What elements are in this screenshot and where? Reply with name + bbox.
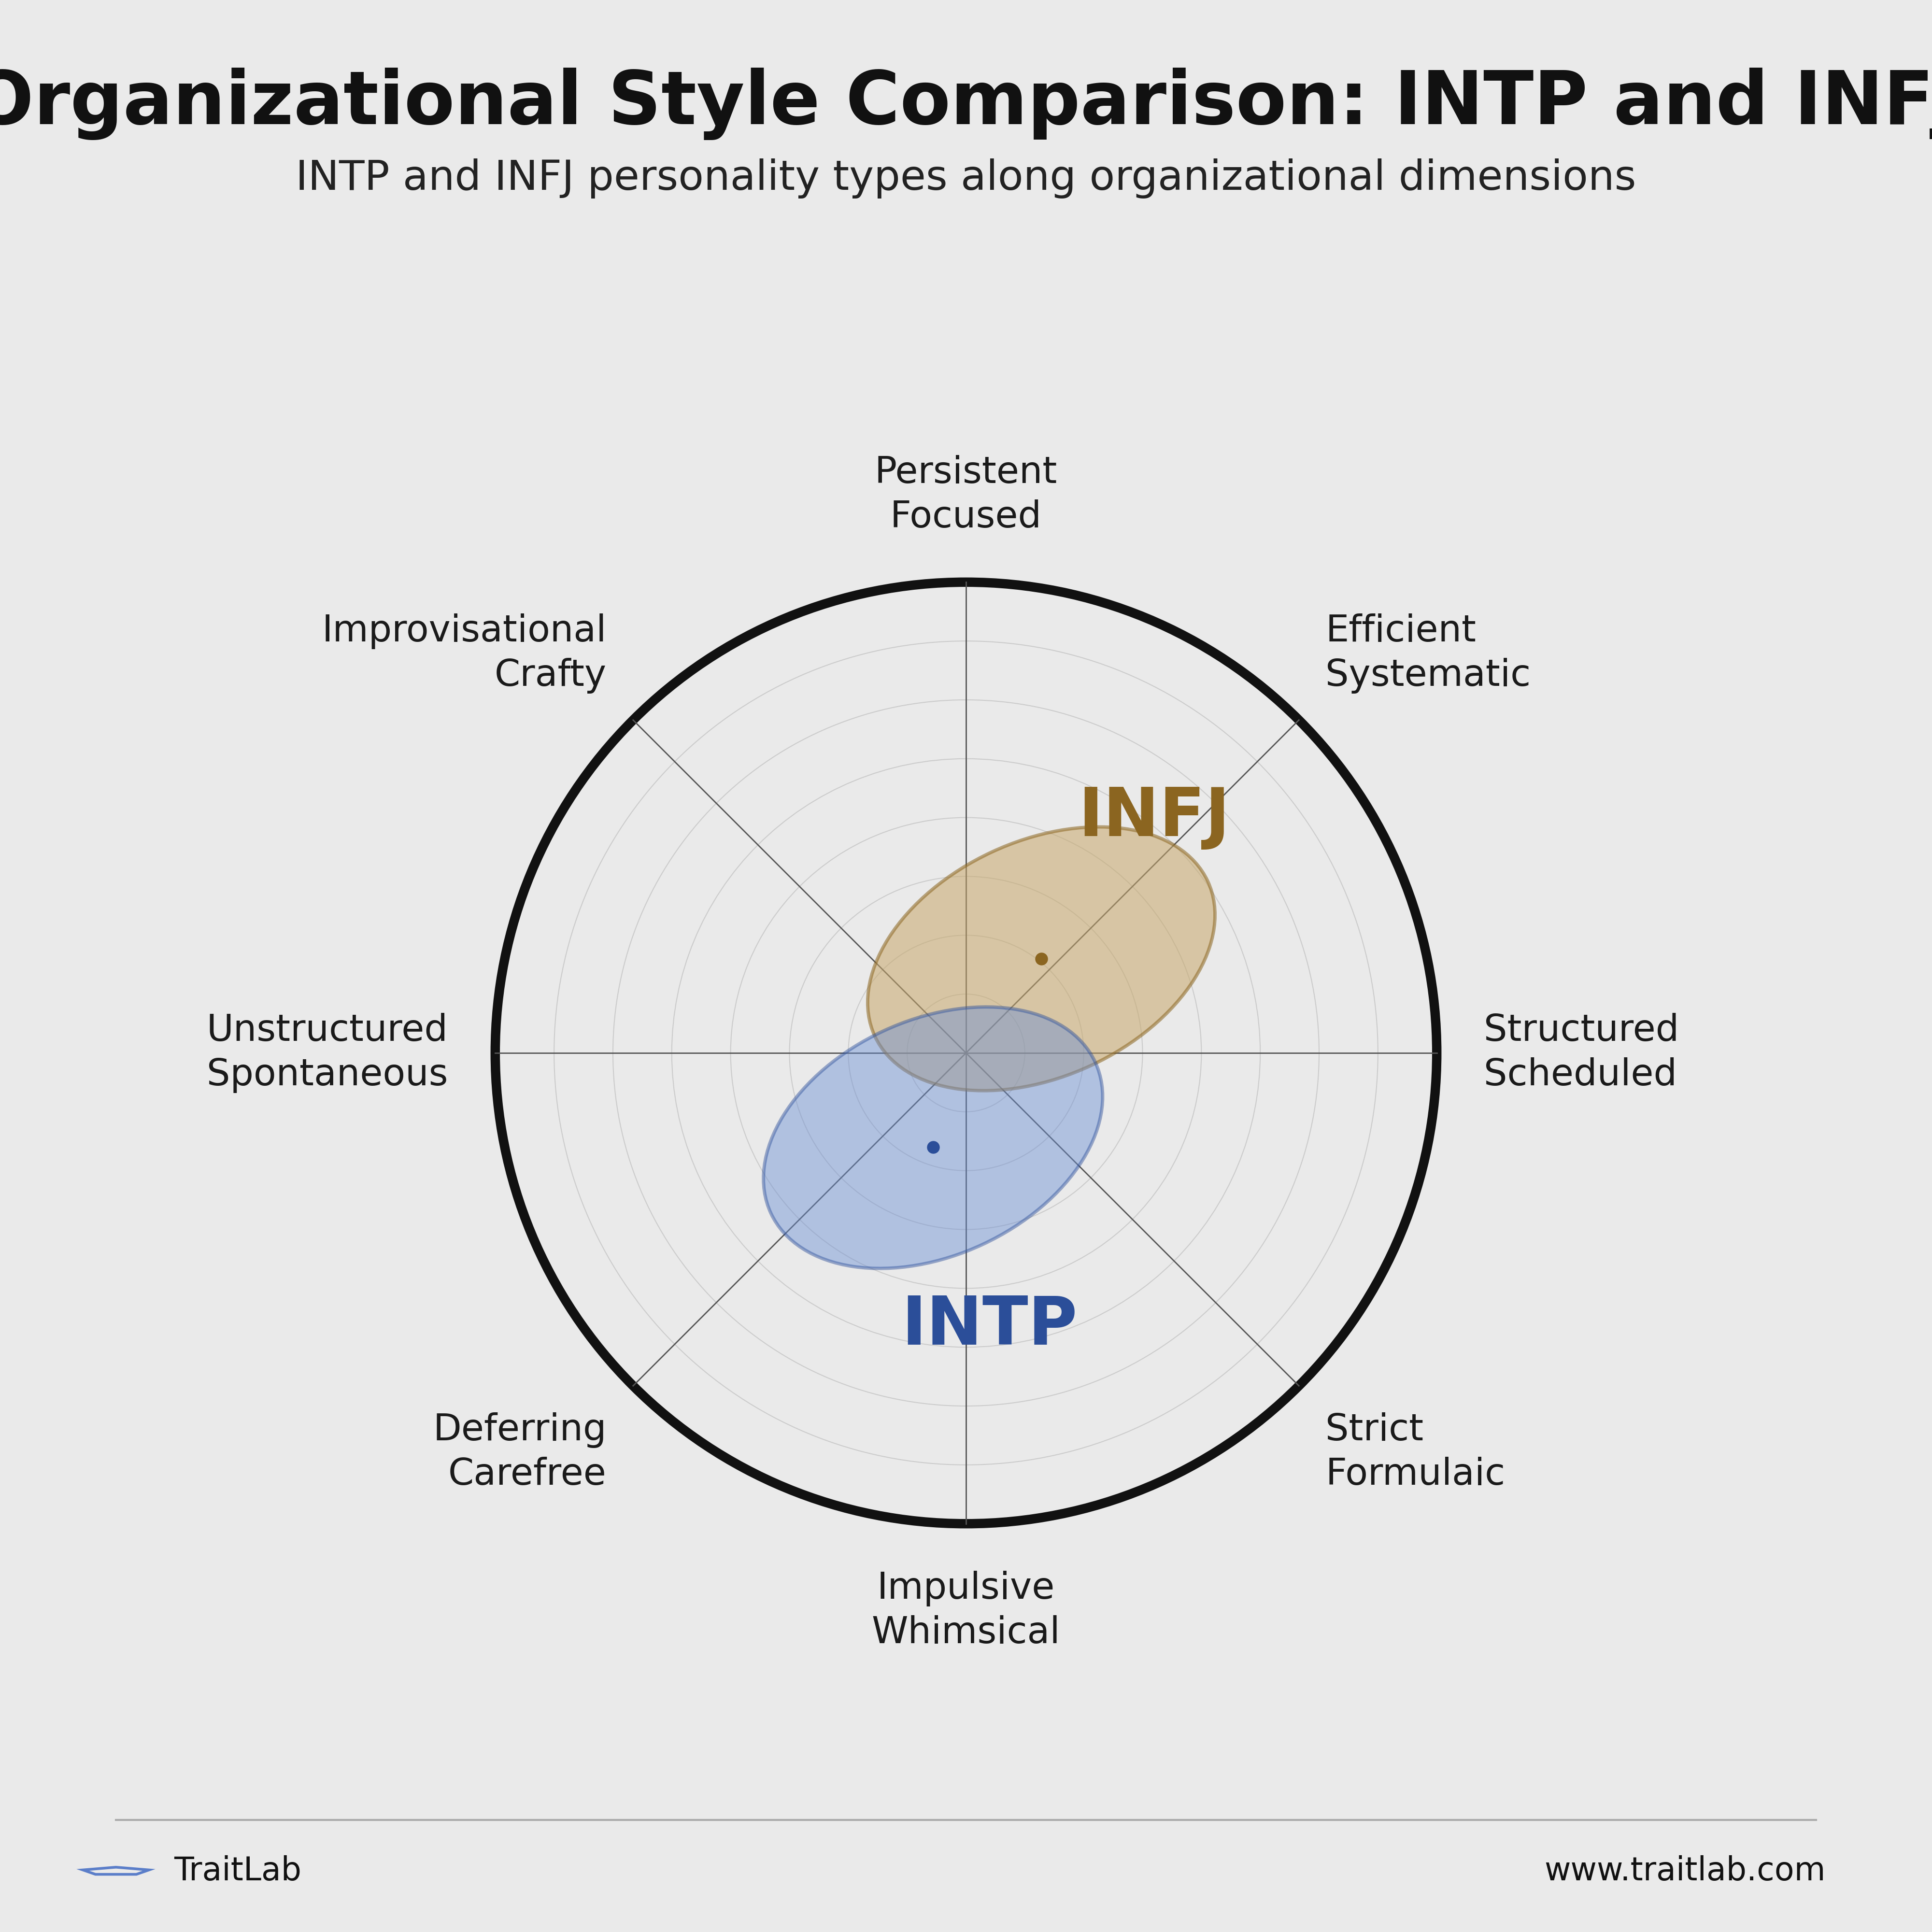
Text: Impulsive
Whimsical: Impulsive Whimsical — [871, 1571, 1061, 1650]
Ellipse shape — [867, 827, 1215, 1092]
Text: www.traitlab.com: www.traitlab.com — [1544, 1855, 1826, 1888]
Text: INTP: INTP — [902, 1293, 1078, 1358]
Text: Unstructured
Spontaneous: Unstructured Spontaneous — [207, 1012, 448, 1094]
Text: Organizational Style Comparison: INTP and INFJ: Organizational Style Comparison: INTP an… — [0, 68, 1932, 141]
Text: INFJ: INFJ — [1078, 784, 1231, 850]
Text: Improvisational
Crafty: Improvisational Crafty — [323, 614, 607, 694]
Text: Deferring
Carefree: Deferring Carefree — [433, 1412, 607, 1492]
Ellipse shape — [763, 1007, 1103, 1269]
Text: INTP and INFJ personality types along organizational dimensions: INTP and INFJ personality types along or… — [296, 158, 1636, 199]
Text: Strict
Formulaic: Strict Formulaic — [1325, 1412, 1505, 1492]
Text: Persistent
Focused: Persistent Focused — [875, 456, 1057, 535]
Text: Efficient
Systematic: Efficient Systematic — [1325, 614, 1530, 694]
Text: TraitLab: TraitLab — [174, 1855, 301, 1888]
Text: Structured
Scheduled: Structured Scheduled — [1484, 1012, 1679, 1094]
